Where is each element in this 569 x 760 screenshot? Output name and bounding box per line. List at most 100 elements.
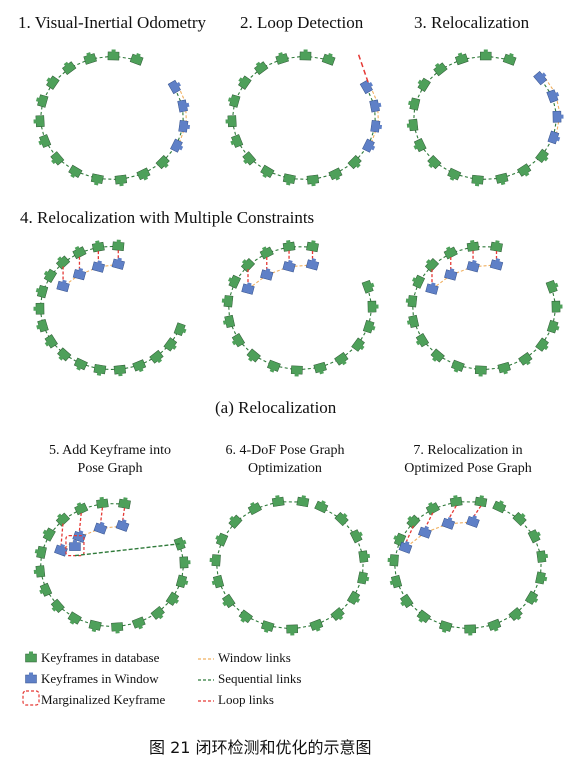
panel-3-sequential-link — [440, 58, 463, 70]
panel-4a-database-keyframe — [36, 318, 49, 333]
panel-4c-database-keyframe — [412, 274, 426, 289]
panel-7-database-keyframe — [464, 624, 477, 636]
panel-4b-window-link — [266, 266, 290, 276]
panel-6-database-keyframe — [357, 571, 370, 585]
panel-5-database-keyframe — [50, 598, 65, 613]
panel-2-title: 2. Loop Detection — [240, 13, 364, 32]
panel-3-database-keyframe — [502, 52, 517, 66]
panel-2-sequential-link — [289, 178, 313, 181]
panel-5-window-keyframe — [54, 543, 68, 557]
panel-1-sequential-link — [113, 55, 137, 61]
panel-4c-database-keyframe — [451, 359, 465, 373]
panel-6-title-line2: Optimization — [248, 461, 322, 476]
panel-1-database-keyframe — [90, 173, 104, 186]
panel-7-sequential-link — [470, 624, 495, 630]
panel-1-sequential-link — [97, 178, 121, 181]
panel-5-title-line1: 5. Add Keyframe into — [48, 443, 172, 458]
panel-4a-database-keyframe — [43, 268, 58, 283]
panel-1-database-keyframe — [129, 52, 144, 66]
panel-7-database-keyframe — [438, 620, 453, 633]
panel-1-database-keyframe — [68, 164, 83, 178]
panel-4a-window-keyframe — [72, 267, 87, 281]
panel-4c-window-keyframe — [425, 282, 439, 295]
panel-4a-database-keyframe — [91, 240, 105, 253]
panel-4a-window-keyframe — [56, 279, 70, 293]
panel-1-database-keyframe — [83, 52, 97, 65]
panel-4c-database-keyframe — [405, 295, 418, 308]
panel-2-database-keyframe — [260, 164, 275, 178]
panel-1-window-keyframe — [167, 79, 181, 95]
panel-4c-database-keyframe — [545, 279, 559, 294]
panel-4b-database-keyframe — [282, 239, 296, 252]
panel-3-database-keyframe — [417, 77, 431, 92]
panel-4a-database-keyframe — [112, 239, 125, 251]
panel-2-window-keyframe — [362, 138, 376, 153]
panel-5-title-line2: Pose Graph — [77, 461, 143, 476]
panel-4b-window-link — [289, 264, 313, 268]
panel-2-database-keyframe — [275, 52, 289, 65]
panel-7-database-keyframe — [527, 529, 541, 544]
panel-4b-database-keyframe — [221, 295, 234, 308]
panel-3-database-keyframe — [495, 172, 509, 186]
panel-4b-database-keyframe — [222, 314, 236, 328]
panel-7-loop-link — [447, 505, 457, 521]
panel-5-marginalized-keyframe — [69, 540, 81, 551]
panel-4b-database-keyframe — [267, 359, 281, 373]
panel-4c-database-keyframe — [535, 337, 549, 352]
panel-3-database-keyframe — [535, 148, 549, 164]
panel-3-sequential-link — [454, 173, 478, 181]
panel-7-database-keyframe — [524, 590, 539, 605]
panel-4c-window-keyframe — [489, 258, 504, 271]
panel-4c-database-keyframe — [546, 319, 560, 334]
panel-3-database-keyframe — [413, 138, 427, 153]
panel-2-database-keyframe — [242, 151, 257, 166]
panel-4b-database-keyframe — [367, 300, 379, 313]
panel-4b-database-keyframe — [259, 246, 274, 260]
panel-5-loop-link — [99, 507, 104, 525]
panel-2-database-keyframe — [282, 173, 296, 186]
panel-3-database-keyframe — [447, 167, 462, 181]
legend-marginalized-keyframe: Marginalized Keyframe — [41, 692, 166, 707]
panel-1-database-keyframe — [50, 151, 65, 166]
panel-4c-sequential-link — [480, 366, 505, 371]
panel-5-database-keyframe — [74, 502, 89, 516]
legend-window-links: Window links — [218, 650, 291, 665]
panel-4c-database-keyframe — [466, 239, 480, 252]
panel-6-database-keyframe — [215, 532, 229, 547]
panel-7-window-keyframe — [441, 517, 456, 530]
panel-1-database-keyframe — [136, 167, 151, 181]
panel-1-window-keyframe — [177, 99, 190, 113]
panel-4b-database-keyframe — [290, 365, 303, 377]
panel-4a-window-keyframe — [111, 257, 125, 270]
legend-loop-links: Loop links — [218, 692, 274, 707]
panel-5-window-keyframe — [115, 519, 130, 532]
panel-4b-database-keyframe — [351, 337, 365, 352]
legend-keyframes-database: Keyframes in database — [41, 650, 160, 665]
panel-2-window-keyframe — [370, 119, 383, 133]
panel-2-window-keyframe — [359, 79, 373, 95]
panel-4a-database-keyframe — [173, 322, 187, 337]
legend-window-keyframe-swatch — [25, 672, 37, 684]
panel-1-database-keyframe — [114, 174, 128, 187]
panel-3-sequential-link — [461, 55, 486, 60]
panel-2-database-keyframe — [227, 94, 241, 108]
panel-7-loop-link — [404, 525, 415, 545]
panel-2-database-keyframe — [321, 52, 336, 66]
panel-4b-database-keyframe — [246, 348, 261, 363]
panel-6-title-line1: 6. 4-DoF Pose Graph — [225, 443, 345, 458]
panel-7-database-keyframe — [474, 495, 488, 508]
panel-6-sequential-link — [235, 508, 256, 523]
panel-4a-database-keyframe — [113, 364, 127, 377]
panel-1-database-keyframe — [38, 134, 52, 148]
panel-6-sequential-link — [320, 506, 342, 520]
panel-2-database-keyframe — [225, 115, 237, 128]
panel-6-database-keyframe — [349, 529, 363, 544]
panel-5-database-keyframe — [42, 527, 56, 542]
panel-7-database-keyframe — [393, 532, 407, 547]
panel-1-database-keyframe — [35, 94, 49, 108]
panel-5-database-keyframe — [111, 622, 124, 634]
legend-keyframes-window: Keyframes in Window — [41, 671, 159, 686]
panel-7-sequential-link — [445, 625, 471, 630]
panel-7-database-keyframe — [535, 571, 548, 585]
